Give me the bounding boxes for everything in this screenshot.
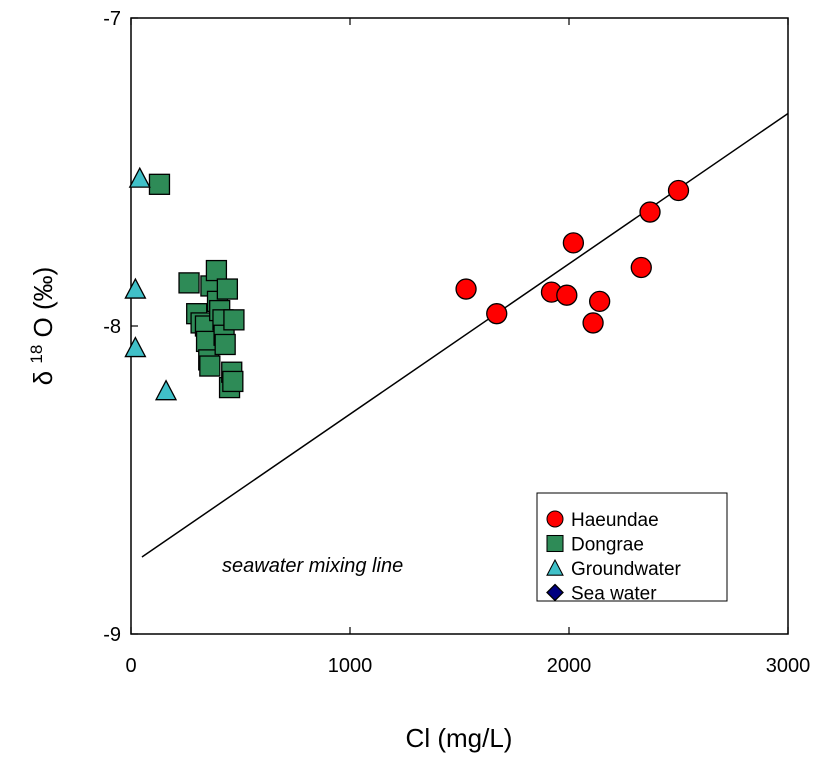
- dongrae-point: [199, 355, 221, 377]
- y-axis-label-main: O (‰): [28, 267, 58, 338]
- x-tick-label: 1000: [328, 655, 373, 677]
- y-axis-label: δ 18 O (‰): [18, 267, 58, 386]
- dongrae-point: [178, 272, 200, 294]
- mixing-line-group: [141, 112, 789, 558]
- legend-marker-sea-water: [546, 583, 564, 602]
- legend-items: Haeundae Dongrae Groundwater Sea water: [546, 510, 682, 605]
- x-axis-label: Cl (mg/L): [406, 723, 513, 753]
- legend-symbol-sea-water: [546, 583, 564, 602]
- dongrae-point: [148, 173, 171, 195]
- legend-symbol-dongrae: [546, 534, 564, 553]
- x-tick-label: 0: [125, 655, 136, 677]
- dongrae-point: [216, 278, 239, 300]
- haeundae-point: [486, 303, 508, 325]
- y-axis-label-delta: δ: [28, 371, 58, 385]
- y-tick-label: -7: [103, 8, 121, 30]
- y-axis-label-sup: 18: [27, 345, 46, 364]
- legend-symbol-haeundae: [546, 510, 564, 528]
- y-tick-label: -8: [103, 316, 121, 338]
- haeundae-point: [455, 278, 477, 300]
- dongrae-point: [223, 309, 245, 331]
- y-tick-label: -9: [103, 624, 121, 646]
- dongrae-point: [214, 333, 236, 356]
- legend-label-dongrae: Dongrae: [571, 535, 644, 556]
- legend-marker-haeundae: [546, 510, 564, 528]
- legend-label-groundwater: Groundwater: [571, 559, 682, 580]
- groundwater-point: [124, 336, 147, 358]
- groundwater-point: [154, 379, 178, 401]
- haeundae-point: [556, 284, 578, 306]
- legend-label-sea-water: Sea water: [571, 584, 657, 605]
- haeundae-point: [639, 201, 661, 223]
- axis-ticks: 0 1000 2000 3000 -9 -8 -7: [103, 8, 810, 677]
- legend-symbol-groundwater: [546, 558, 564, 576]
- haeundae-point: [667, 179, 690, 202]
- dongrae-point: [205, 259, 228, 282]
- haeundae-point: [562, 232, 585, 254]
- legend-marker-dongrae: [546, 534, 564, 553]
- legend-box: [536, 492, 728, 602]
- haeundae-point: [582, 312, 604, 334]
- mixing-line-label: seawater mixing line: [222, 555, 403, 577]
- haeundae-point: [589, 290, 611, 313]
- haeundae-point: [630, 256, 652, 279]
- seawater-mixing-line: [141, 112, 789, 558]
- data-marks: [124, 166, 690, 401]
- x-tick-label: 2000: [547, 655, 592, 677]
- groundwater-point: [128, 166, 151, 188]
- dongrae-point: [222, 370, 244, 393]
- legend: Haeundae Dongrae Groundwater Sea water: [536, 492, 728, 605]
- svg-text:δ 18 O (‰): δ 18 O (‰): [18, 267, 58, 386]
- legend-label-haeundae: Haeundae: [571, 510, 659, 531]
- groundwater-point: [124, 277, 147, 299]
- x-tick-label: 3000: [766, 655, 811, 677]
- legend-marker-groundwater: [546, 558, 564, 576]
